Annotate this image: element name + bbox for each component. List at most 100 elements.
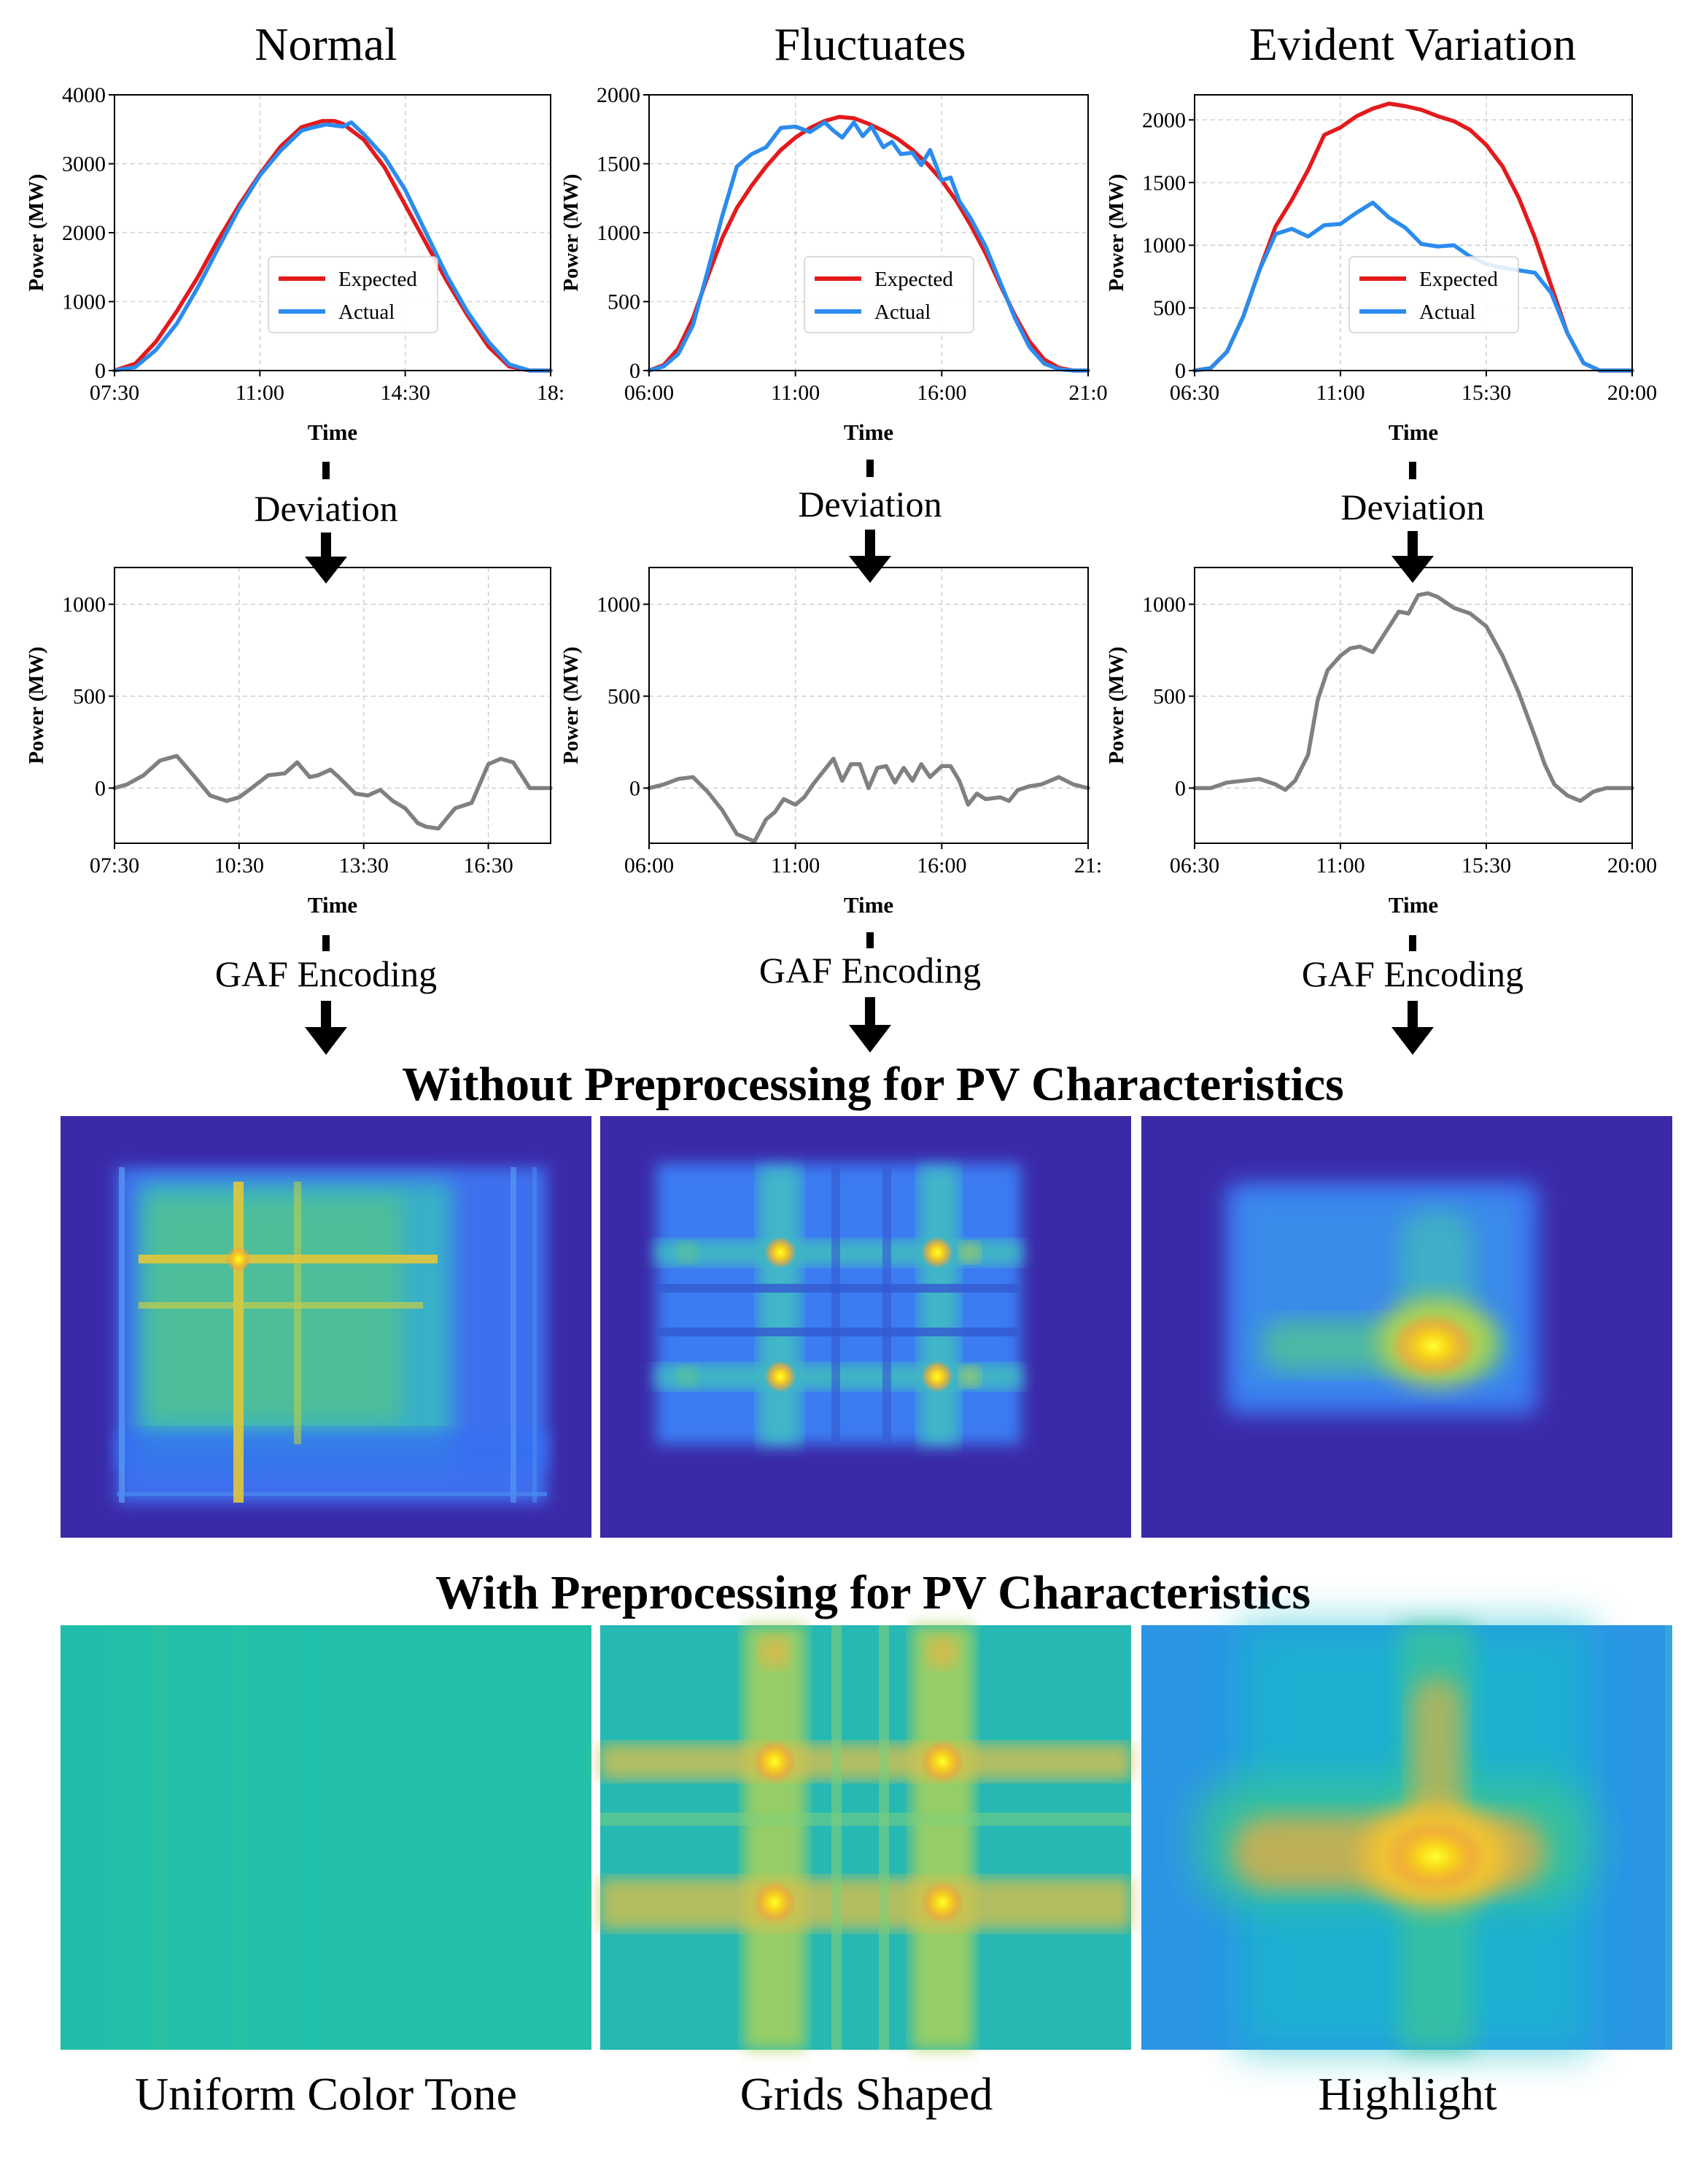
arrow-shaft xyxy=(865,530,875,557)
y-tick-label: 0 xyxy=(95,776,106,800)
caption-highlight: Highlight xyxy=(1318,2068,1497,2120)
x-tick-label: 11:00 xyxy=(1316,381,1365,405)
deviation-chart-evident-variation: 0 500 1000 06:30 11:00 15:30 20:00 Time Power (M… xyxy=(1105,567,1657,918)
plot-frame xyxy=(114,567,551,844)
x-tick-label: 11:00 xyxy=(1316,853,1365,878)
x-tick-label: 13:30 xyxy=(339,853,389,878)
x-tick-label: 20:00 xyxy=(1607,381,1657,405)
gaf-without-normal xyxy=(61,1116,591,1538)
y-axis-label: Power (MW) xyxy=(559,174,583,291)
x-tick-label: 14:30 xyxy=(380,381,430,405)
section-title-without-preprocessing: Without Preprocessing for PV Characteris… xyxy=(402,1058,1344,1111)
column-title-evident-variation: Evident Variation xyxy=(1249,18,1577,70)
x-tick-label: 16:00 xyxy=(917,853,966,878)
y-tick-label: 1000 xyxy=(62,592,106,616)
series-line-actual xyxy=(112,120,553,373)
y-tick-label: 500 xyxy=(607,290,640,314)
dash-marker xyxy=(1409,935,1416,951)
dash-marker xyxy=(866,460,874,477)
power-chart-fluctuates: 0 500 1000 1500 2000 06:00 11:00 16:00 21:0 Time P… xyxy=(559,83,1108,445)
gaf-without-fluctuates xyxy=(600,1116,1131,1538)
series-line-deviation xyxy=(112,754,553,831)
y-tick-label: 1500 xyxy=(597,152,640,177)
x-tick-label: 06:30 xyxy=(1170,381,1219,405)
gaf-stripe-h xyxy=(139,1302,423,1309)
y-tick-label: 1000 xyxy=(1142,592,1186,616)
gaf-encoding-label: GAF Encoding xyxy=(759,950,981,991)
x-tick-label: 06:30 xyxy=(1170,853,1219,878)
y-tick-label: 500 xyxy=(1153,684,1186,708)
gaf-stripe-v xyxy=(233,1182,244,1503)
deviation-chart-fluctuates: 0 500 1000 06:00 11:00 16:00 21: Time Power (MW) xyxy=(559,567,1102,918)
column-title-fluctuates: Fluctuates xyxy=(774,18,966,70)
series-line-actual xyxy=(1192,201,1634,373)
legend-label-actual: Actual xyxy=(338,301,395,324)
arrow-shaft xyxy=(321,533,331,558)
x-tick-label: 15:30 xyxy=(1461,853,1511,878)
y-tick-label: 0 xyxy=(629,776,640,800)
gaf-peak xyxy=(920,1881,964,1924)
gaf-with-normal xyxy=(61,1625,591,2050)
x-tick-label: 07:30 xyxy=(90,853,139,878)
x-tick-label: 06:00 xyxy=(624,381,674,405)
x-axis-label: Time xyxy=(308,892,357,918)
y-tick-label: 500 xyxy=(1153,296,1186,320)
series-line-actual xyxy=(647,120,1090,373)
down-arrow-icon xyxy=(305,1027,347,1055)
series-line-deviation xyxy=(1192,591,1634,803)
x-tick-label: 06:00 xyxy=(624,853,674,878)
down-arrow-icon xyxy=(849,1025,891,1053)
legend-label-expected: Expected xyxy=(874,268,953,291)
y-axis-label: Power (MW) xyxy=(559,646,583,764)
gaf-peak xyxy=(920,1740,964,1784)
gaf-step-fluctuates: GAF Encoding xyxy=(759,932,981,1053)
y-tick-label: 2000 xyxy=(1142,108,1186,132)
plot-frame xyxy=(1194,94,1633,371)
y-tick-label: 2000 xyxy=(62,221,106,245)
arrow-shaft xyxy=(321,1001,331,1029)
power-chart-normal: 0 1000 2000 3000 4000 07:30 11:00 14:30 18: Time P… xyxy=(25,83,564,445)
x-axis-label: Time xyxy=(1389,419,1438,445)
legend-label-expected: Expected xyxy=(1419,268,1498,291)
y-tick-label: 1500 xyxy=(1142,171,1186,195)
legend: Expected Actual xyxy=(1348,256,1519,333)
deviation-chart-normal: 0 500 1000 07:30 10:30 13:30 16:30 Time Power (M… xyxy=(25,567,553,918)
legend: Expected Actual xyxy=(268,256,438,333)
x-tick-label: 10:30 xyxy=(214,853,264,878)
gaf-step-evident-variation: GAF Encoding xyxy=(1302,935,1523,1055)
y-tick-label: 1000 xyxy=(62,290,106,314)
gaf-with-evident xyxy=(1141,1625,1672,2050)
gaf-peak xyxy=(1389,1313,1477,1379)
dash-marker xyxy=(866,932,874,948)
down-arrow-icon xyxy=(305,557,347,584)
y-tick-label: 1000 xyxy=(1142,233,1186,257)
legend-label-actual: Actual xyxy=(874,301,931,324)
arrow-shaft xyxy=(1408,1001,1418,1029)
y-axis-label: Power (MW) xyxy=(1105,646,1128,764)
deviation-label: Deviation xyxy=(254,488,397,529)
deviation-step-evident-variation: Deviation xyxy=(1340,462,1485,583)
x-tick-label: 11:00 xyxy=(236,381,284,405)
series-line-deviation xyxy=(647,756,1090,844)
x-tick-label: 16:30 xyxy=(463,853,513,878)
y-tick-label: 4000 xyxy=(62,83,106,107)
gaf-step-normal: GAF Encoding xyxy=(215,935,437,1055)
x-tick-label: 16:00 xyxy=(917,381,966,405)
y-tick-label: 0 xyxy=(95,359,106,383)
gaf-background xyxy=(61,1625,591,2050)
gaf-peak xyxy=(753,1881,796,1924)
gaf-peak xyxy=(764,1360,796,1393)
y-axis-label: Power (MW) xyxy=(1105,174,1128,291)
y-tick-label: 0 xyxy=(1175,359,1186,383)
power-chart-evident-variation: 0 500 1000 1500 2000 06:30 11:00 15:30 20:00 Time… xyxy=(1105,94,1657,445)
legend-label-actual: Actual xyxy=(1419,301,1475,324)
deviation-step-normal: Deviation xyxy=(254,462,398,584)
x-axis-label: Time xyxy=(844,419,893,445)
y-tick-label: 3000 xyxy=(62,152,106,177)
gaf-without-evident xyxy=(1141,1116,1672,1538)
gaf-peak xyxy=(753,1740,796,1784)
gaf-peak xyxy=(921,1236,953,1269)
x-tick-label: 11:00 xyxy=(771,853,820,878)
gaf-peak xyxy=(921,1360,953,1393)
